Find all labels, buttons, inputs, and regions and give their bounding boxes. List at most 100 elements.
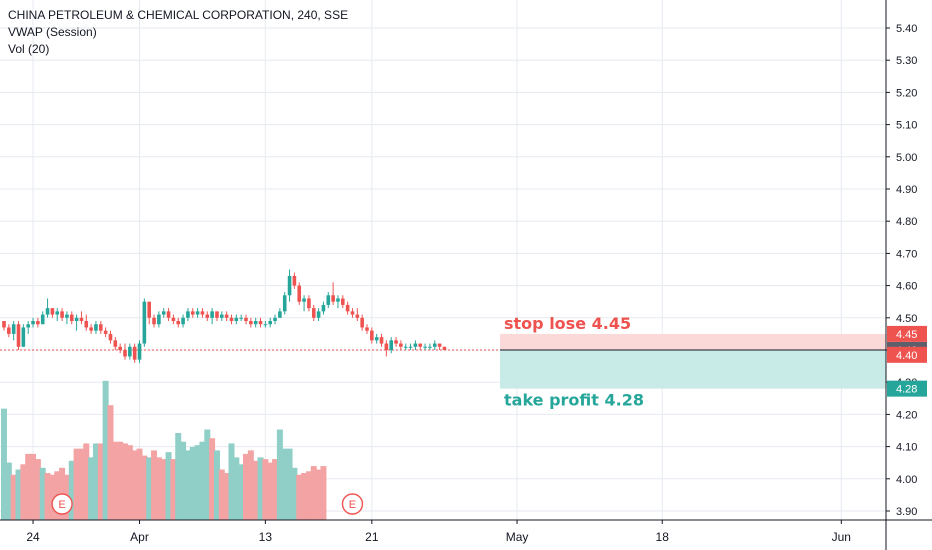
price-badge-label: 4.28: [896, 384, 917, 396]
volume-bar: [286, 448, 293, 520]
candle: [249, 317, 253, 328]
candle-body: [287, 275, 292, 296]
candle: [428, 343, 432, 350]
candle-body: [176, 321, 181, 325]
candle: [244, 314, 248, 325]
volume-bar: [151, 450, 158, 520]
volume-bar: [15, 469, 22, 520]
volume-bar: [276, 429, 283, 520]
volume-bar: [281, 448, 288, 520]
candle: [341, 295, 345, 309]
volume-bar: [305, 471, 312, 520]
candle-body: [36, 321, 40, 325]
volume-bar: [194, 445, 201, 520]
candle-body: [263, 324, 268, 326]
volume-bar: [257, 457, 264, 520]
candle-body: [220, 314, 224, 318]
volume-bar: [102, 380, 109, 520]
candle-body: [147, 301, 151, 318]
earnings-circle: [341, 493, 364, 515]
candle-body: [253, 321, 258, 325]
candle: [311, 304, 316, 322]
volume-bar: [175, 433, 182, 520]
candles: [2, 269, 447, 363]
indicator-vwap-label[interactable]: VWAP (Session): [8, 25, 97, 39]
candle-body: [118, 346, 122, 350]
candle: [215, 311, 219, 322]
candle: [292, 272, 297, 289]
candle-body: [89, 327, 93, 331]
candle: [418, 343, 423, 350]
candle-body: [442, 346, 447, 350]
candle: [268, 317, 272, 328]
volume-bar: [25, 453, 32, 520]
candle: [79, 311, 84, 325]
candle: [74, 314, 79, 331]
candle: [65, 311, 69, 325]
candle: [45, 298, 50, 318]
candle: [239, 314, 243, 322]
volume-bar: [160, 459, 167, 520]
candle: [423, 343, 427, 350]
candle-body: [215, 311, 219, 318]
candle-body: [307, 298, 311, 309]
candle: [365, 324, 369, 334]
volume-bar: [131, 450, 138, 520]
candle-body: [2, 321, 6, 328]
stop-loss-zone[interactable]: [500, 333, 886, 350]
volume-bar: [233, 457, 240, 520]
volume-bar: [262, 459, 269, 520]
candle-body: [365, 327, 369, 331]
volume-bar: [97, 443, 104, 520]
earnings-circle: [51, 493, 73, 515]
candle-body: [21, 327, 26, 347]
candle-body: [142, 301, 147, 344]
candle: [166, 308, 171, 322]
candle: [403, 343, 408, 350]
time-tick-label: Jun: [832, 530, 851, 544]
price-tick-label: 3.90: [896, 506, 917, 518]
position-zones[interactable]: stop lose 4.45 take profit 4.28: [0, 314, 886, 410]
symbol-title[interactable]: CHINA PETROLEUM & CHEMICAL CORPORATION, …: [8, 8, 349, 22]
candle-body: [379, 337, 384, 344]
candle-body: [432, 343, 437, 347]
candle-body: [336, 298, 340, 302]
volume-bar: [315, 469, 322, 520]
candle: [399, 340, 403, 350]
time-tick-label: 18: [656, 530, 670, 544]
volume-bar: [78, 448, 85, 520]
candle-body: [428, 346, 432, 348]
candle-body: [437, 343, 442, 347]
candle-body: [316, 311, 321, 318]
time-tick-label: 21: [365, 530, 379, 544]
candle: [282, 292, 287, 315]
candle: [123, 343, 127, 360]
candle: [26, 321, 30, 334]
price-axis[interactable]: 5.40 5.30 5.20 5.10 5.00 4.90 4.80 4.70 4.60 4.50…: [885, 0, 927, 550]
take-profit-zone[interactable]: [500, 350, 886, 389]
candle: [195, 308, 200, 318]
volume-bar: [243, 453, 249, 520]
volume-bar: [20, 464, 27, 520]
candle: [60, 308, 64, 322]
volume-bar: [136, 448, 143, 520]
candle-body: [69, 314, 74, 322]
price-tick-label: 4.60: [896, 281, 917, 293]
earnings-marker[interactable]: E: [51, 493, 73, 515]
candle-body: [399, 343, 403, 347]
indicator-volume-label[interactable]: Vol (20): [8, 42, 50, 56]
time-axis[interactable]: 24Apr1321May18Jun15: [0, 519, 932, 544]
earnings-marker[interactable]: E: [341, 493, 364, 515]
volume-bar: [34, 459, 41, 520]
volume-bar: [291, 467, 298, 520]
candle: [394, 337, 398, 347]
candle: [370, 327, 374, 344]
candle-body: [16, 324, 21, 347]
candle-body: [423, 346, 427, 348]
candle-body: [103, 330, 108, 334]
volume-bar: [213, 450, 220, 520]
candle: [297, 282, 302, 305]
candle: [374, 333, 379, 344]
